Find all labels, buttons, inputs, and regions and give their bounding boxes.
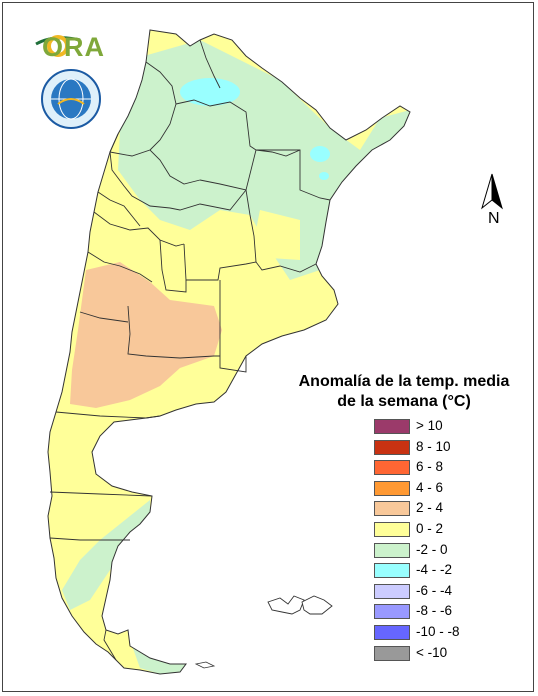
seal-logo [40, 68, 102, 130]
legend-swatch [374, 583, 410, 599]
legend-swatch [374, 563, 410, 579]
legend-swatch [374, 604, 410, 620]
north-arrow-icon: N [478, 170, 514, 230]
legend-title: Anomalía de la temp. media de la semana … [298, 373, 510, 410]
legend-swatch [374, 480, 410, 496]
malvinas-islands [267, 595, 333, 615]
legend-swatch [374, 439, 410, 455]
province-boundaries [49, 39, 331, 661]
legend-swatch [374, 419, 410, 434]
north-label: N [488, 210, 500, 227]
legend-swatch [374, 501, 410, 517]
legend-swatch [374, 645, 410, 661]
legend-swatch [374, 624, 410, 640]
legend-swatch [374, 521, 410, 537]
ora-logo: ORA [34, 30, 106, 62]
legend-swatch [374, 460, 410, 476]
legend-swatch [374, 542, 410, 558]
